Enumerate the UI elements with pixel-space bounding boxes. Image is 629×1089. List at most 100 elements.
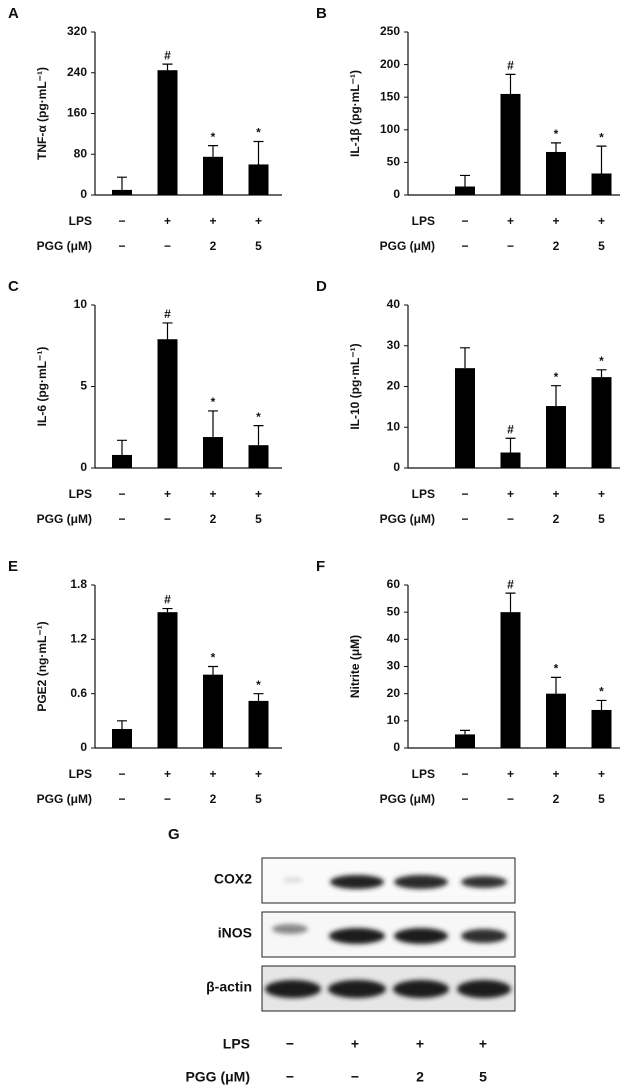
y-tick-label: 10 bbox=[387, 713, 401, 727]
row-label: PGG (μM) bbox=[380, 239, 435, 253]
row-label: LPS bbox=[69, 767, 92, 781]
significance-mark: * bbox=[599, 130, 604, 144]
row-label: LPS bbox=[69, 487, 92, 501]
y-axis-label: PGE2 (ng·mL⁻¹) bbox=[35, 621, 49, 711]
significance-mark: # bbox=[507, 577, 514, 591]
y-tick-label: 0 bbox=[80, 740, 87, 754]
y-tick-label: 200 bbox=[380, 57, 400, 71]
panel-label: C bbox=[8, 278, 19, 295]
bar bbox=[248, 445, 269, 468]
row-cell: + bbox=[598, 767, 605, 781]
row-cell: − bbox=[164, 239, 171, 253]
error-bar bbox=[208, 665, 218, 675]
significance-mark: # bbox=[164, 593, 171, 607]
y-tick-label: 240 bbox=[67, 65, 87, 79]
bar bbox=[112, 454, 132, 468]
row-cell: − bbox=[118, 792, 125, 806]
row-cell: + bbox=[209, 214, 216, 228]
error-bar bbox=[460, 729, 470, 735]
significance-mark: * bbox=[599, 354, 604, 368]
row-label: PGG (μM) bbox=[380, 512, 435, 526]
bar bbox=[203, 674, 223, 748]
y-tick-label: 1.8 bbox=[70, 577, 87, 591]
row-cell: + bbox=[598, 487, 605, 501]
row-cell: 5 bbox=[479, 1069, 487, 1085]
error-bar bbox=[208, 410, 218, 438]
row-cell: 2 bbox=[553, 239, 560, 253]
row-label: PGG (μM) bbox=[185, 1069, 250, 1085]
row-cell: + bbox=[209, 767, 216, 781]
row-cell: − bbox=[351, 1069, 359, 1085]
row-cell: + bbox=[552, 214, 559, 228]
y-tick-label: 0.6 bbox=[70, 686, 87, 700]
band bbox=[265, 980, 321, 998]
bar bbox=[248, 700, 269, 748]
row-cell: + bbox=[507, 214, 514, 228]
row-cell: + bbox=[209, 487, 216, 501]
band bbox=[272, 924, 308, 934]
bar bbox=[500, 612, 521, 748]
row-cell: − bbox=[118, 487, 125, 501]
y-tick-label: 250 bbox=[380, 24, 400, 38]
significance-mark: * bbox=[554, 662, 559, 676]
bar bbox=[546, 151, 566, 195]
row-cell: 2 bbox=[210, 512, 217, 526]
y-tick-label: 50 bbox=[387, 604, 401, 618]
y-tick-label: 20 bbox=[387, 686, 401, 700]
error-bar bbox=[117, 176, 127, 190]
panel-label: D bbox=[316, 278, 327, 295]
bar bbox=[157, 339, 178, 468]
row-cell: 5 bbox=[255, 239, 262, 253]
y-tick-label: 30 bbox=[387, 659, 401, 673]
significance-mark: * bbox=[256, 678, 261, 692]
y-tick-label: 0 bbox=[393, 740, 400, 754]
band bbox=[393, 980, 449, 998]
row-cell: − bbox=[507, 792, 514, 806]
row-cell: − bbox=[286, 1036, 294, 1052]
row-cell: + bbox=[164, 214, 171, 228]
row-cell: − bbox=[461, 214, 468, 228]
bar bbox=[203, 437, 223, 468]
bar bbox=[157, 612, 178, 748]
row-label: LPS bbox=[412, 767, 435, 781]
row-cell: + bbox=[507, 487, 514, 501]
error-bar bbox=[551, 676, 561, 694]
significance-mark: # bbox=[164, 48, 171, 62]
bands bbox=[265, 875, 511, 998]
bar-panel: A TNF-α (pg·mL⁻¹) 0 80 160 240 320 # * * LPS − + + + PG… bbox=[8, 5, 282, 253]
row-cell: − bbox=[461, 512, 468, 526]
y-tick-label: 40 bbox=[387, 632, 401, 646]
row-cell: + bbox=[255, 487, 262, 501]
row-label: PGG (μM) bbox=[380, 792, 435, 806]
y-tick-label: 5 bbox=[80, 379, 87, 393]
band bbox=[394, 928, 448, 944]
y-tick-label: 320 bbox=[67, 24, 87, 38]
row-label: PGG (μM) bbox=[37, 239, 92, 253]
bar-panel: E PGE2 (ng·mL⁻¹) 0 0.6 1.2 1.8 # * * LPS − + + + PGG (… bbox=[8, 558, 282, 806]
band bbox=[328, 980, 386, 998]
significance-mark: * bbox=[211, 651, 216, 665]
bar bbox=[112, 728, 132, 748]
band bbox=[329, 928, 385, 944]
y-tick-label: 40 bbox=[387, 297, 401, 311]
row-cell: + bbox=[255, 214, 262, 228]
blot-panel: G COX2 iNOS β-actin LPS − + + + PGG (μM) − − 2 5 bbox=[168, 826, 516, 1085]
y-axis-label: Nitrite (μM) bbox=[348, 635, 362, 698]
bar-panel: F Nitrite (μM) 0 10 20 30 40 50 60 # * * LPS − + + + PGG … bbox=[316, 558, 620, 806]
y-tick-label: 60 bbox=[387, 577, 401, 591]
error-bar bbox=[460, 174, 470, 187]
y-tick-label: 10 bbox=[74, 297, 88, 311]
row-cell: − bbox=[118, 767, 125, 781]
error-bar bbox=[596, 699, 607, 710]
error-bar bbox=[162, 322, 173, 340]
row-cell: + bbox=[598, 214, 605, 228]
significance-mark: # bbox=[507, 422, 514, 436]
panel-label: E bbox=[8, 558, 18, 575]
panel-label: A bbox=[8, 5, 19, 22]
y-axis-label: IL-6 (pg·mL⁻¹) bbox=[35, 347, 49, 427]
significance-mark: * bbox=[256, 126, 261, 140]
y-tick-label: 0 bbox=[393, 187, 400, 201]
row-cell: + bbox=[479, 1036, 487, 1052]
band bbox=[461, 929, 507, 943]
row-cell: 2 bbox=[210, 239, 217, 253]
